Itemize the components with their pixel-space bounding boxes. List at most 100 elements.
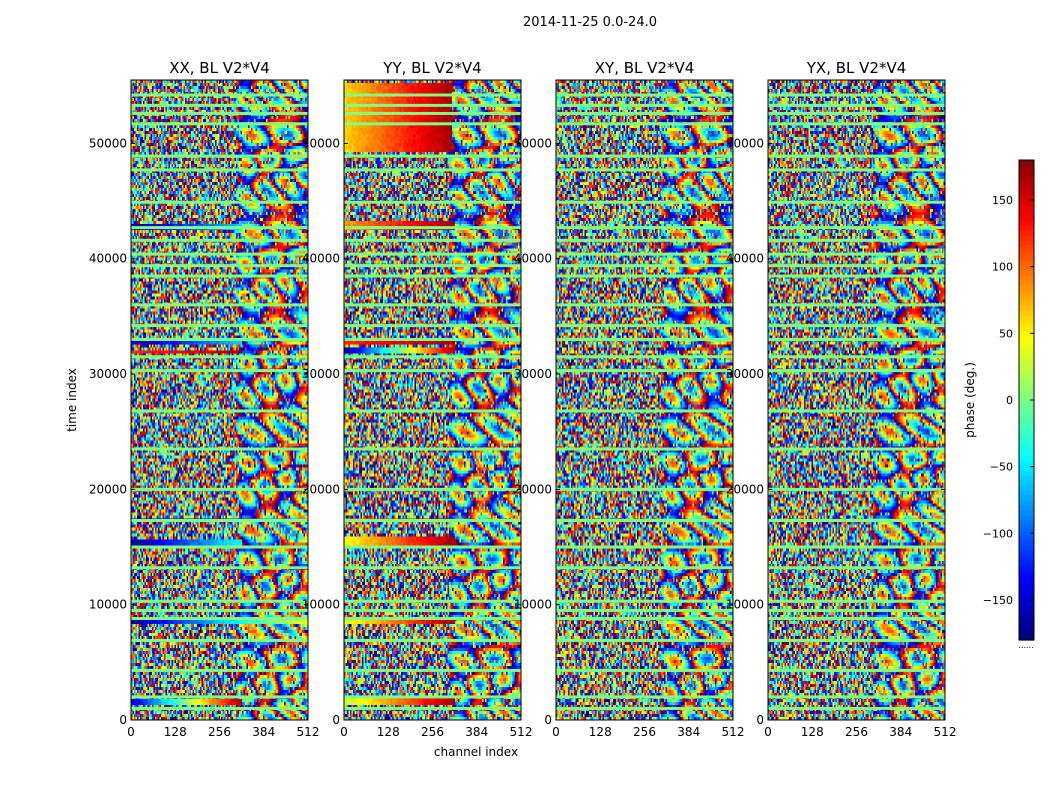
colorbar-segment bbox=[1019, 305, 1034, 311]
colorbar-segment bbox=[1019, 230, 1034, 236]
panels: XX, BL V2*V4 0 128 256 384 512 0 10000 20000 3000… bbox=[89, 59, 957, 739]
flagged-row bbox=[131, 545, 308, 549]
flagged-row bbox=[768, 252, 945, 256]
flagged-row bbox=[344, 695, 521, 699]
colorbar-segment bbox=[1019, 175, 1034, 181]
flagged-row bbox=[768, 447, 945, 451]
x-tick-label: 512 bbox=[510, 725, 533, 739]
flagged-row bbox=[768, 706, 945, 710]
flagged-row bbox=[556, 566, 733, 570]
flagged-row bbox=[768, 337, 945, 341]
y-tick-label: 20000 bbox=[302, 482, 340, 496]
colorbar-segment bbox=[1019, 580, 1034, 586]
flagged-row bbox=[556, 103, 733, 107]
phase-image bbox=[344, 80, 521, 720]
x-tick-label: 128 bbox=[801, 725, 824, 739]
flagged-row bbox=[344, 409, 521, 413]
colorbar-segment bbox=[1019, 380, 1034, 386]
colorbar-segment bbox=[1019, 550, 1034, 556]
flagged-row bbox=[131, 274, 308, 278]
colorbar-segment bbox=[1019, 595, 1034, 601]
flagged-row bbox=[556, 638, 733, 642]
flagged-row bbox=[131, 638, 308, 642]
colorbar-note: ...... bbox=[1018, 641, 1033, 650]
flagged-row bbox=[131, 566, 308, 570]
colorbar-segment bbox=[1019, 315, 1034, 321]
flagged-row bbox=[768, 638, 945, 642]
colorbar-segment bbox=[1019, 605, 1034, 611]
colorbar-label: phase (deg.) bbox=[963, 362, 977, 438]
flagged-row bbox=[131, 200, 308, 204]
flagged-row bbox=[344, 519, 521, 523]
colorbar-segment bbox=[1019, 505, 1034, 511]
flagged-row bbox=[556, 409, 733, 413]
flagged-row bbox=[768, 617, 945, 621]
y-tick-label: 10000 bbox=[302, 598, 340, 612]
flagged-row bbox=[131, 122, 308, 126]
colorbar-segment bbox=[1019, 570, 1034, 576]
flagged-row bbox=[131, 487, 308, 491]
colorbar-segment bbox=[1019, 470, 1034, 476]
x-tick-label: 128 bbox=[589, 725, 612, 739]
colorbar-segment bbox=[1019, 405, 1034, 411]
colorbar-segment bbox=[1019, 270, 1034, 276]
colorbar-segment bbox=[1019, 560, 1034, 566]
colorbar-tick-label: −50 bbox=[990, 461, 1013, 474]
flagged-row bbox=[556, 238, 733, 242]
y-tick-label: 30000 bbox=[89, 367, 127, 381]
colorbar-segment bbox=[1019, 320, 1034, 326]
flagged-row bbox=[768, 303, 945, 307]
colorbar-segment bbox=[1019, 425, 1034, 431]
colorbar-segment bbox=[1019, 190, 1034, 196]
flagged-row bbox=[768, 668, 945, 672]
x-tick-label: 256 bbox=[633, 725, 656, 739]
flagged-row bbox=[344, 93, 521, 97]
flagged-row bbox=[131, 303, 308, 307]
flagged-row bbox=[556, 355, 733, 359]
flagged-row bbox=[131, 252, 308, 256]
flagged-row bbox=[344, 566, 521, 570]
colorbar-segment bbox=[1019, 370, 1034, 376]
flagged-row bbox=[556, 599, 733, 603]
panel-title: YX, BL V2*V4 bbox=[806, 59, 907, 77]
y-tick-label: 20000 bbox=[726, 482, 764, 496]
flagged-row bbox=[768, 264, 945, 268]
y-tick-label: 0 bbox=[332, 713, 340, 727]
flagged-row bbox=[344, 122, 521, 126]
colorbar-segment bbox=[1019, 530, 1034, 536]
colorbar-segment bbox=[1019, 240, 1034, 246]
x-tick-label: 0 bbox=[127, 725, 135, 739]
flagged-row bbox=[131, 226, 308, 230]
colorbar-segment bbox=[1019, 330, 1034, 336]
colorbar-segment bbox=[1019, 225, 1034, 231]
colorbar-segment bbox=[1019, 630, 1034, 636]
phase-image bbox=[131, 80, 308, 720]
colorbar-segment bbox=[1019, 400, 1034, 406]
colorbar-segment bbox=[1019, 440, 1034, 446]
y-tick-label: 20000 bbox=[89, 482, 127, 496]
colorbar-segment bbox=[1019, 300, 1034, 306]
flagged-row bbox=[344, 668, 521, 672]
flagged-row bbox=[768, 200, 945, 204]
y-tick-label: 10000 bbox=[89, 598, 127, 612]
flagged-row bbox=[344, 638, 521, 642]
flagged-row bbox=[131, 695, 308, 699]
y-tick-label: 50000 bbox=[726, 136, 764, 150]
x-tick-label: 0 bbox=[552, 725, 560, 739]
colorbar-segment bbox=[1019, 445, 1034, 451]
figure-suptitle: 2014-11-25 0.0-24.0 bbox=[523, 15, 657, 30]
flagged-row bbox=[131, 154, 308, 158]
flagged-row bbox=[768, 238, 945, 242]
panel-title: XY, BL V2*V4 bbox=[595, 59, 695, 77]
flagged-row bbox=[131, 706, 308, 710]
flagged-row bbox=[768, 154, 945, 158]
flagged-row bbox=[344, 447, 521, 451]
flagged-row bbox=[768, 111, 945, 115]
colorbar-segment bbox=[1019, 215, 1034, 221]
colorbar-segment bbox=[1019, 600, 1034, 606]
flagged-row bbox=[131, 599, 308, 603]
phase-image bbox=[768, 80, 945, 720]
colorbar-segment bbox=[1019, 350, 1034, 356]
colorbar-segment bbox=[1019, 385, 1034, 391]
